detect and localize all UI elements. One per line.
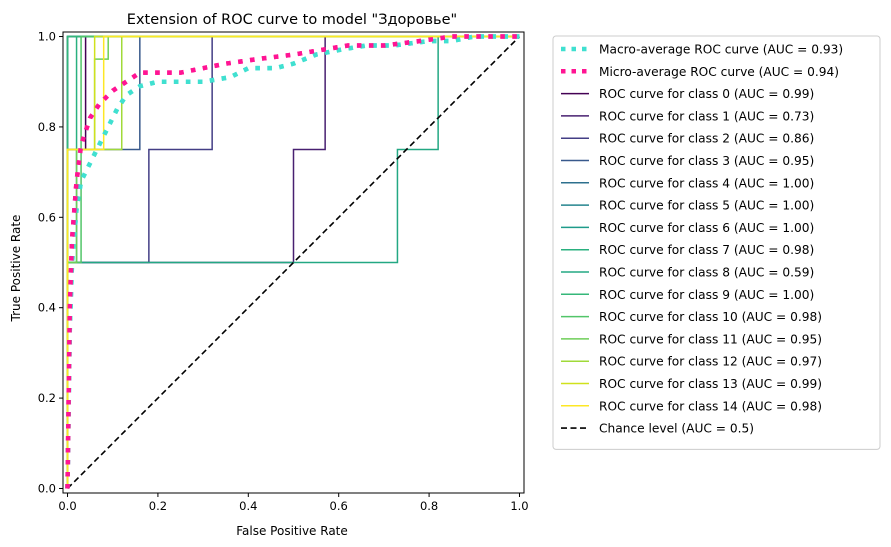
legend: Macro-average ROC curve (AUC = 0.93) Micr…: [552, 35, 881, 450]
legend-label-9: ROC curve for class 7 (AUC = 0.98): [599, 243, 814, 257]
series-line-0-overlay: [65, 34, 520, 489]
series-line-1-overlay: [65, 34, 520, 489]
y-tick-label: 1.0: [38, 30, 56, 44]
x-tick-label: 0.6: [330, 499, 348, 513]
series-layer: [65, 34, 521, 490]
y-tick-label: 0.4: [38, 301, 56, 315]
legend-label-7: ROC curve for class 5 (AUC = 1.00): [599, 199, 814, 213]
y-tick-label: 0.2: [38, 391, 56, 405]
legend-label-0: Macro-average ROC curve (AUC = 0.93): [599, 43, 843, 57]
chart-title: Extension of ROC curve to model "Здоровь…: [127, 12, 457, 28]
series-line-17: [66, 35, 521, 490]
x-tick-label: 0.0: [58, 499, 76, 513]
legend-label-10: ROC curve for class 8 (AUC = 0.59): [599, 266, 814, 280]
legend-label-11: ROC curve for class 9 (AUC = 1.00): [599, 288, 814, 302]
legend-label-6: ROC curve for class 4 (AUC = 1.00): [599, 176, 814, 190]
x-tick-label: 1.0: [510, 499, 528, 513]
legend-label-12: ROC curve for class 10 (AUC = 0.98): [599, 310, 822, 324]
y-tick-label: 0.6: [38, 210, 56, 224]
y-axis-label: True Positive Rate: [9, 215, 23, 323]
legend-label-1: Micro-average ROC curve (AUC = 0.94): [599, 65, 839, 79]
x-tick-label: 0.4: [239, 499, 257, 513]
legend-label-5: ROC curve for class 3 (AUC = 0.95): [599, 154, 814, 168]
series-line-16: [66, 35, 520, 489]
x-tick-label: 0.2: [149, 499, 167, 513]
y-tick-label: 0.0: [38, 481, 56, 495]
legend-label-2: ROC curve for class 0 (AUC = 0.99): [599, 87, 814, 101]
ticks-layer: 0.0 0.2 0.4 0.6 0.8 1.0 0.0 0.2 0.4 0.6 0.8 1.0: [38, 30, 529, 513]
legend-label-16: ROC curve for class 14 (AUC = 0.98): [599, 399, 822, 413]
legend-label-4: ROC curve for class 2 (AUC = 0.86): [599, 132, 814, 146]
legend-label-15: ROC curve for class 13 (AUC = 0.99): [599, 377, 822, 391]
legend-label-17: Chance level (AUC = 0.5): [599, 422, 754, 436]
plot-frame: [62, 31, 525, 494]
legend-label-3: ROC curve for class 1 (AUC = 0.73): [599, 109, 814, 123]
legend-frame: [552, 35, 881, 450]
y-tick-label: 0.8: [38, 120, 56, 134]
x-tick-label: 0.8: [420, 499, 438, 513]
x-axis-label: False Positive Rate: [236, 524, 348, 538]
legend-label-13: ROC curve for class 11 (AUC = 0.95): [599, 332, 822, 346]
legend-label-14: ROC curve for class 12 (AUC = 0.97): [599, 355, 822, 369]
legend-label-8: ROC curve for class 6 (AUC = 1.00): [599, 221, 814, 235]
